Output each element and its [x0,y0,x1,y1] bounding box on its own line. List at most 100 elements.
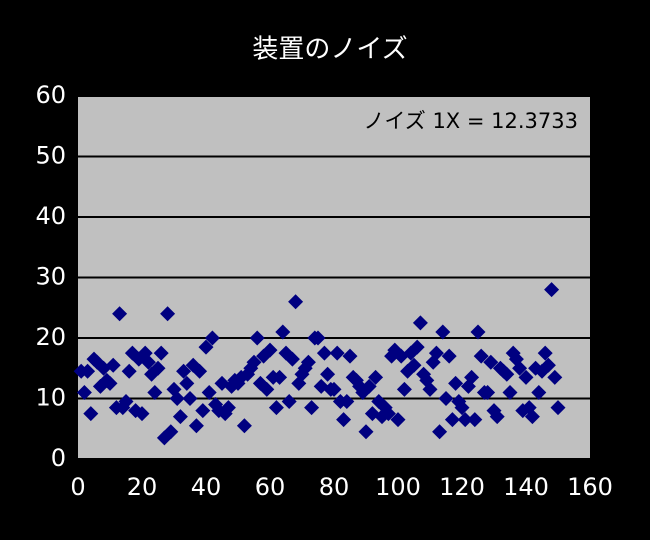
x-tick-label: 80 [319,473,350,501]
point [342,348,358,364]
point [406,357,422,373]
y-tick-label: 40 [35,202,66,230]
y-tick-label: 20 [35,323,66,351]
point [368,369,384,385]
x-tick-label: 60 [255,473,286,501]
point [76,384,92,400]
y-tick-label: 60 [35,81,66,109]
point [195,403,211,419]
point [300,354,316,370]
point [80,363,96,379]
point [432,424,448,440]
point [390,412,406,428]
x-tick-label: 140 [503,473,549,501]
point [464,369,480,385]
y-tick-label: 30 [35,263,66,291]
point [444,412,460,428]
point [249,330,265,346]
chart-title: 装置のノイズ [252,35,407,65]
point [438,391,454,406]
point [102,375,118,391]
point [169,391,185,406]
point [140,354,156,370]
point [524,409,540,425]
point [544,282,560,298]
point [204,330,220,346]
point [336,412,352,428]
y-tick-label: 50 [35,142,66,170]
point [339,394,355,410]
point [153,345,169,361]
point [457,412,473,428]
point [467,412,483,428]
point [188,418,204,434]
point [160,306,176,322]
point [163,424,179,440]
point [441,348,457,364]
point [361,378,377,394]
point [236,418,252,434]
point [412,315,428,331]
point [512,360,528,376]
point [380,406,396,422]
point [83,406,99,422]
point [537,345,553,361]
point [540,357,556,373]
point [134,406,150,422]
point [275,324,291,340]
point [220,400,236,416]
point [409,339,425,355]
point [396,381,412,397]
x-tick-label: 40 [191,473,222,501]
point [259,381,275,397]
point [121,363,137,379]
point [454,400,470,416]
point [320,366,336,382]
point [547,369,563,385]
point [192,363,208,379]
point [358,424,374,440]
point [518,369,534,385]
point [281,394,297,410]
point [310,330,326,346]
point [150,360,166,376]
annotation: ノイズ 1X = 12.3733 [363,109,578,133]
point [304,400,320,416]
x-tick-label: 120 [439,473,485,501]
point [172,409,188,425]
y-tick-label: 10 [35,384,66,412]
point [489,409,505,425]
point [147,384,163,400]
x-tick-label: 160 [567,473,613,501]
point [112,306,128,322]
point [448,375,464,391]
point [105,357,121,373]
point [198,339,214,355]
point [182,391,198,406]
point [246,354,262,370]
point [288,294,304,310]
y-tick-label: 0 [51,444,66,472]
point [268,400,284,416]
point [550,400,566,416]
point [435,324,451,340]
point [473,348,489,364]
point [284,351,300,367]
x-tick-label: 0 [70,473,85,501]
point [179,375,195,391]
point [470,324,486,340]
point [499,366,515,382]
point [326,381,342,397]
point [272,369,288,385]
point [176,363,192,379]
x-tick-label: 20 [127,473,158,501]
point [483,354,499,370]
point [428,345,444,361]
point [201,384,217,400]
point [502,384,518,400]
point [531,384,547,400]
point [422,381,438,397]
point [262,342,278,358]
